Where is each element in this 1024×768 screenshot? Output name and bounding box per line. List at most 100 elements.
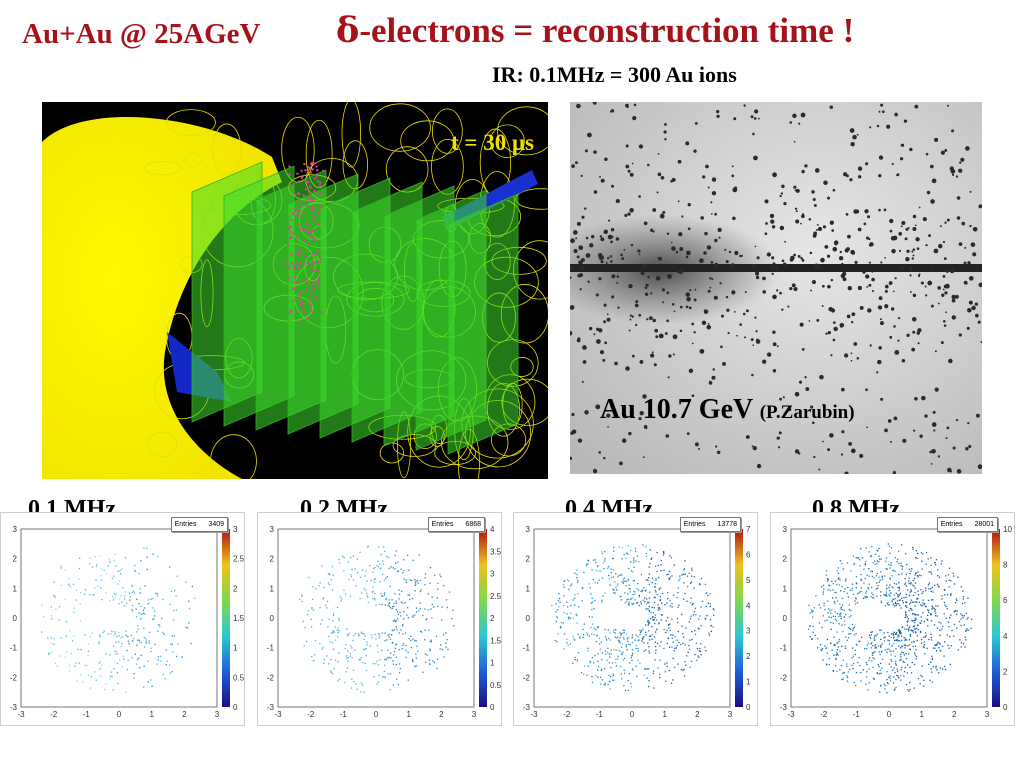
hit-distribution — [299, 545, 455, 693]
x-tick-label: -2 — [307, 710, 315, 719]
hit-map-canvas: -3 -2 -1 0 1 2 3 3 2 1 0 -1 -2 -3 3 2.5 2 1.5 1 0.5 0 — [10, 525, 244, 719]
x-tick-label: 3 — [215, 710, 220, 719]
hit-map-plot-2: -3 -2 -1 0 1 2 3 3 2 1 0 -1 -2 -3 4 3.5 3 2.5 2 1.5 1 0.5 0 En… — [257, 512, 502, 726]
y-tick-label: -3 — [267, 703, 275, 712]
x-tick-label: 1 — [406, 710, 411, 719]
x-tick-label: -2 — [50, 710, 58, 719]
detector-plane — [447, 193, 519, 455]
color-scale-bar — [735, 529, 743, 707]
color-scale-tick: 2.5 — [233, 555, 244, 564]
x-tick-label: 3 — [985, 710, 990, 719]
collision-system-label: Au+Au @ 25AGeV — [22, 18, 261, 50]
y-tick-label: 1 — [526, 584, 531, 593]
x-tick-label: -3 — [787, 710, 795, 719]
color-scale-tick: 2.5 — [490, 592, 501, 601]
color-scale-tick: 6 — [1003, 596, 1008, 605]
x-tick-label: 3 — [728, 710, 733, 719]
y-tick-label: 0 — [13, 614, 18, 623]
color-scale-tick: 0 — [1003, 703, 1008, 712]
color-scale-tick: 2 — [490, 614, 495, 623]
y-tick-label: 3 — [270, 525, 275, 534]
x-tick-label: 0 — [374, 710, 379, 719]
entries-value: 28001 — [974, 521, 994, 528]
x-tick-label: -3 — [274, 710, 282, 719]
color-scale-tick: 3.5 — [490, 547, 501, 556]
color-scale-bar — [479, 529, 487, 707]
caption-main: Au 10.7 GeV — [600, 394, 753, 425]
hit-distribution — [807, 543, 973, 694]
y-tick-label: 3 — [526, 525, 531, 534]
interaction-rate-label: IR: 0.1MHz = 300 Au ions — [492, 62, 737, 87]
color-scale-tick: 0 — [746, 703, 751, 712]
time-label: t = 30 μs — [450, 130, 534, 155]
color-scale-tick: 6 — [746, 550, 751, 559]
slide-title: δ-electrons = reconstruction time ! — [336, 10, 854, 51]
color-scale-bar — [222, 529, 230, 707]
y-tick-label: 3 — [783, 525, 788, 534]
x-tick-label: -1 — [340, 710, 348, 719]
x-tick-label: 3 — [472, 710, 477, 719]
event-display-drawing — [42, 102, 548, 479]
y-tick-label: -2 — [780, 673, 788, 682]
plot-frame — [533, 528, 731, 708]
entries-value: 6868 — [465, 521, 481, 528]
entries-label: Entries — [683, 521, 706, 528]
color-scale-tick: 1.5 — [490, 636, 501, 645]
hit-map-canvas: -3 -2 -1 0 1 2 3 3 2 1 0 -1 -2 -3 4 3.5 3 2.5 2 1.5 1 0.5 0 — [267, 525, 501, 719]
y-tick-label: -2 — [267, 673, 275, 682]
entries-stats-box: Entries 3409 — [170, 517, 228, 532]
color-scale-tick: 2 — [233, 584, 238, 593]
color-scale-tick: 5 — [746, 576, 751, 585]
entries-stats-box: Entries 6868 — [427, 517, 485, 532]
color-scale-tick: 10 — [1003, 525, 1012, 534]
x-tick-label: 1 — [662, 710, 667, 719]
y-tick-label: -3 — [10, 703, 18, 712]
color-scale-tick: 1 — [746, 678, 751, 687]
emulsion-photo: Au 10.7 GeV (P.Zarubin) — [570, 102, 982, 474]
y-tick-label: 0 — [270, 614, 275, 623]
x-tick-label: 1 — [919, 710, 924, 719]
hit-map-plot-4: -3 -2 -1 0 1 2 3 3 2 1 0 -1 -2 -3 10 8 6 4 2 0 Entries 28001 — [770, 512, 1015, 726]
color-scale-tick: 0 — [233, 703, 238, 712]
event-display-image: t = 30 μs — [42, 102, 548, 479]
y-tick-label: 1 — [13, 584, 18, 593]
hit-map-canvas: -3 -2 -1 0 1 2 3 3 2 1 0 -1 -2 -3 7 6 5 4 3 2 1 0 — [523, 525, 751, 719]
entries-value: 13778 — [717, 521, 737, 528]
color-scale-tick: 4 — [490, 525, 495, 534]
color-scale-tick: 8 — [1003, 561, 1008, 570]
color-scale-tick: 0.5 — [233, 673, 244, 682]
y-tick-label: 1 — [270, 584, 275, 593]
color-scale-tick: 3 — [233, 525, 238, 534]
color-scale-tick: 2 — [746, 652, 751, 661]
hit-map-plot-1: -3 -2 -1 0 1 2 3 3 2 1 0 -1 -2 -3 3 2.5 2 1.5 1 0.5 0 Entrie… — [0, 512, 245, 726]
color-scale-bar — [992, 529, 1000, 707]
y-tick-label: 0 — [526, 614, 531, 623]
x-tick-label: 2 — [695, 710, 700, 719]
hit-map-plot-3: -3 -2 -1 0 1 2 3 3 2 1 0 -1 -2 -3 7 6 5 4 3 2 1 0 Entries 1377… — [513, 512, 758, 726]
x-tick-label: -1 — [853, 710, 861, 719]
y-tick-label: -2 — [523, 673, 531, 682]
delta-symbol: δ — [336, 10, 360, 51]
x-tick-label: 0 — [117, 710, 122, 719]
delta-ray-grains — [570, 102, 982, 474]
emulsion-caption: Au 10.7 GeV (P.Zarubin) — [600, 394, 855, 426]
y-tick-label: 2 — [13, 555, 18, 564]
y-tick-label: 1 — [783, 584, 788, 593]
hit-distribution — [551, 544, 715, 692]
color-scale-tick: 0.5 — [490, 681, 501, 690]
y-tick-label: 3 — [13, 525, 18, 534]
x-tick-label: 1 — [149, 710, 154, 719]
title-text: -electrons = reconstruction time ! — [359, 11, 855, 50]
plot-frame — [20, 528, 218, 708]
x-tick-label: -3 — [17, 710, 25, 719]
x-tick-label: -3 — [530, 710, 538, 719]
entries-stats-box: Entries 28001 — [936, 517, 998, 532]
detector-stations — [191, 161, 519, 455]
color-scale-tick: 3 — [490, 570, 495, 579]
color-scale-tick: 4 — [1003, 632, 1008, 641]
color-scale-tick: 1 — [233, 644, 238, 653]
x-tick-label: 2 — [952, 710, 957, 719]
y-tick-label: 2 — [526, 555, 531, 564]
x-tick-label: -2 — [563, 710, 571, 719]
